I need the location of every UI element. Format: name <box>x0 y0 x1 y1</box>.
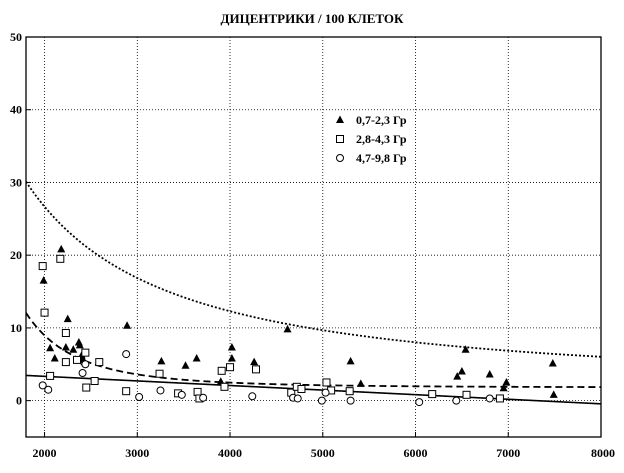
data-point <box>38 262 47 271</box>
data-point <box>356 379 365 387</box>
data-point <box>345 387 354 396</box>
data-point <box>415 398 424 407</box>
data-point <box>461 345 470 353</box>
data-point <box>250 357 259 366</box>
x-tick-label: 6000 <box>404 446 428 460</box>
data-point <box>61 343 70 351</box>
data-point <box>78 369 87 377</box>
data-point <box>227 353 236 362</box>
legend-label: 4,7-9,8 Гр <box>356 151 407 165</box>
legend-marker <box>336 115 344 123</box>
data-point <box>227 343 236 351</box>
data-point <box>75 340 84 349</box>
data-point <box>39 276 48 284</box>
data-point <box>297 385 306 393</box>
data-point <box>452 396 461 405</box>
data-point <box>548 359 557 367</box>
data-point <box>293 394 302 403</box>
data-point <box>73 355 82 364</box>
data-point <box>61 329 70 337</box>
data-points <box>38 244 558 407</box>
data-point <box>220 382 229 391</box>
y-tick-label: 0 <box>16 394 22 408</box>
data-point <box>502 377 511 386</box>
data-point <box>217 366 226 375</box>
data-point <box>81 348 90 357</box>
data-point <box>453 372 462 380</box>
data-point <box>317 396 326 405</box>
data-point <box>156 386 165 395</box>
data-point <box>457 367 466 375</box>
data-point <box>321 388 330 397</box>
y-tick-label: 40 <box>10 103 22 117</box>
data-point <box>181 361 190 369</box>
data-point <box>428 390 437 399</box>
data-point <box>95 358 104 367</box>
data-point <box>40 308 49 317</box>
data-point <box>495 394 504 403</box>
data-point <box>199 393 208 402</box>
chart-title: ДИЦЕНТРИКИ / 100 КЛЕТОК <box>221 11 404 26</box>
legend-label: 0,7-2,3 Гр <box>356 113 407 127</box>
data-point <box>192 353 201 362</box>
x-tick-label: 2000 <box>33 446 57 460</box>
plot-frame <box>25 36 602 438</box>
legend-label: 2,8-4,3 Гр <box>356 132 407 146</box>
x-tick-label: 8000 <box>591 446 615 460</box>
data-point <box>485 369 494 378</box>
data-point <box>177 390 186 399</box>
data-point <box>57 244 66 253</box>
data-point <box>38 381 47 390</box>
data-point <box>135 393 144 401</box>
data-point <box>252 365 260 374</box>
data-point <box>283 324 292 333</box>
data-point <box>346 396 355 405</box>
data-point <box>90 377 99 385</box>
data-point <box>322 378 331 387</box>
data-point <box>56 254 65 263</box>
data-point <box>248 392 257 401</box>
fit-curve-dotted <box>26 181 601 358</box>
fit-curve-solid <box>26 374 601 405</box>
y-axis-ticks: 0 10 20 30 40 50 <box>10 30 31 408</box>
x-tick-label: 5000 <box>311 446 335 460</box>
legend-marker <box>336 154 344 162</box>
data-point <box>123 321 132 329</box>
data-point <box>122 387 131 396</box>
x-tick-label: 4000 <box>218 446 242 460</box>
data-point <box>81 360 90 369</box>
data-point <box>226 363 235 372</box>
data-point <box>346 356 355 365</box>
x-tick-label: 7000 <box>496 446 520 460</box>
data-point <box>82 383 91 392</box>
x-axis-ticks: 2000 3000 4000 5000 6000 7000 8000 <box>33 432 615 460</box>
data-point <box>69 345 78 353</box>
data-point <box>193 387 202 396</box>
data-point <box>61 358 70 367</box>
x-tick-label: 3000 <box>125 446 149 460</box>
data-point <box>499 383 508 392</box>
y-tick-label: 30 <box>10 175 22 189</box>
y-tick-label: 50 <box>10 30 22 44</box>
y-tick-label: 20 <box>10 248 22 262</box>
data-point <box>157 356 166 365</box>
y-tick-label: 10 <box>10 321 22 335</box>
data-point <box>46 371 55 380</box>
data-point <box>63 314 72 323</box>
data-point <box>44 385 53 394</box>
legend-marker <box>336 135 344 143</box>
data-point <box>46 343 55 352</box>
data-point <box>155 369 164 378</box>
data-point <box>462 390 471 399</box>
data-point <box>549 390 558 398</box>
data-point <box>50 353 59 362</box>
legend: 0,7-2,3 Гр 2,8-4,3 Гр 4,7-9,8 Гр <box>336 113 407 165</box>
data-point <box>485 394 494 403</box>
data-point <box>122 350 131 359</box>
